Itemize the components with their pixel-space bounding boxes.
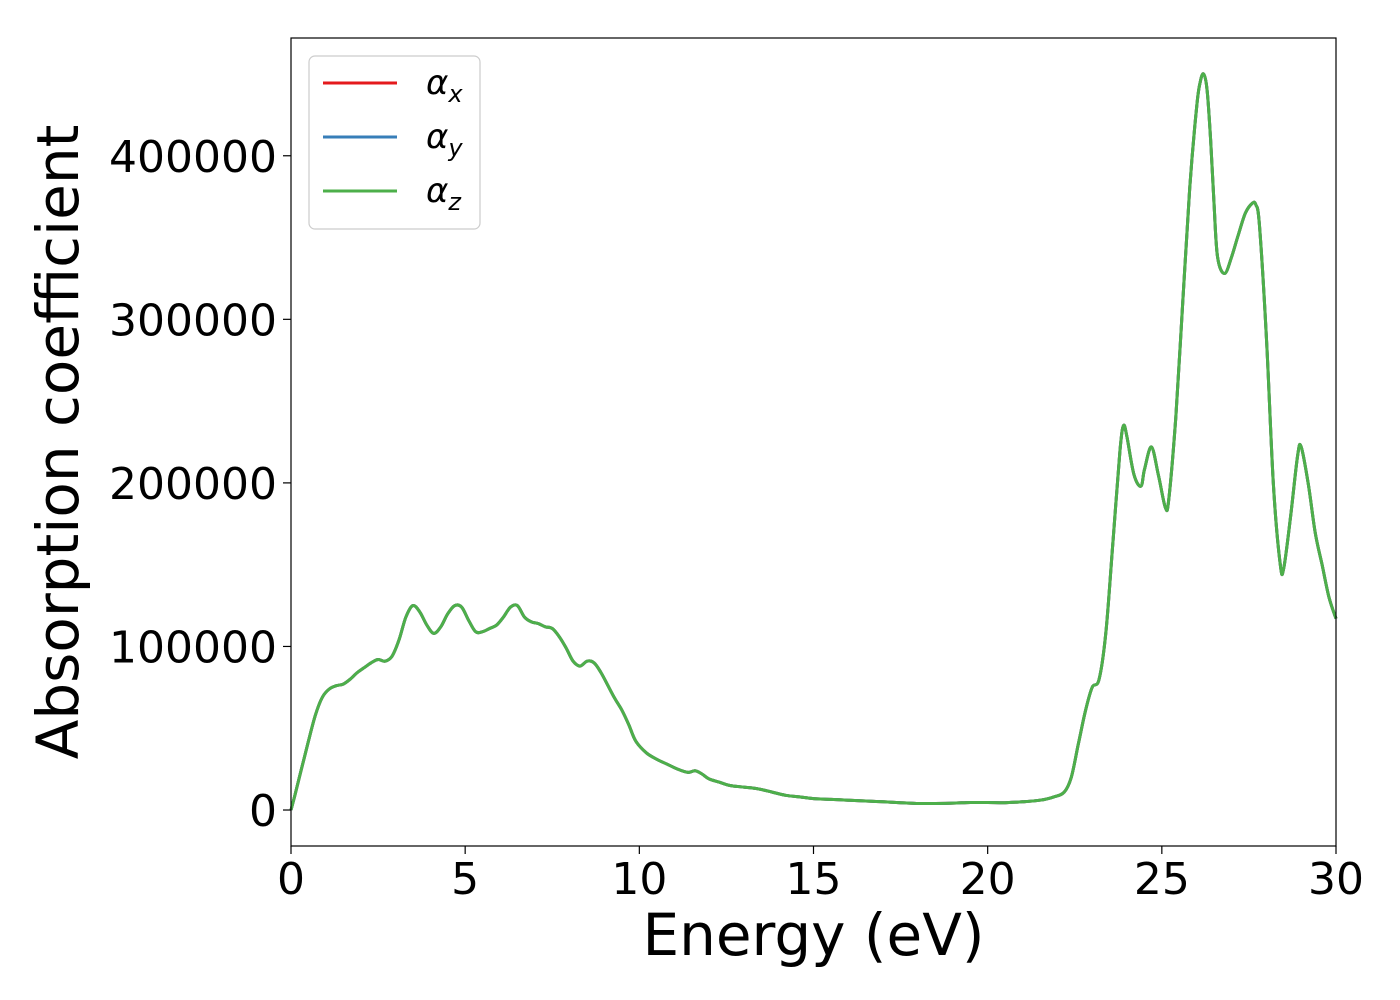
x-axis-ticks: 0 5 10 15 20 25 30: [277, 846, 1364, 905]
x-tick-label: 10: [611, 854, 667, 905]
x-tick-label: 30: [1308, 854, 1364, 905]
y-tick-label: 400000: [109, 132, 277, 183]
series-layer: [289, 72, 1338, 811]
x-tick-label: 15: [786, 854, 842, 905]
y-tick-label: 0: [249, 786, 277, 837]
y-tick-label: 300000: [109, 295, 277, 346]
y-tick-label: 200000: [109, 459, 277, 510]
x-tick-label: 5: [451, 854, 479, 905]
y-axis-title: Absorption coefficient: [24, 125, 92, 760]
legend-box: [308, 55, 481, 230]
x-tick-label: 20: [960, 854, 1016, 905]
x-axis-title: Energy (eV): [642, 901, 984, 969]
series-line-3: [289, 72, 1338, 811]
y-tick-label: 100000: [109, 622, 277, 673]
x-tick-label: 0: [277, 854, 305, 905]
y-axis-ticks: 0 100000 200000 300000 400000: [109, 132, 291, 837]
x-tick-label: 25: [1134, 854, 1190, 905]
